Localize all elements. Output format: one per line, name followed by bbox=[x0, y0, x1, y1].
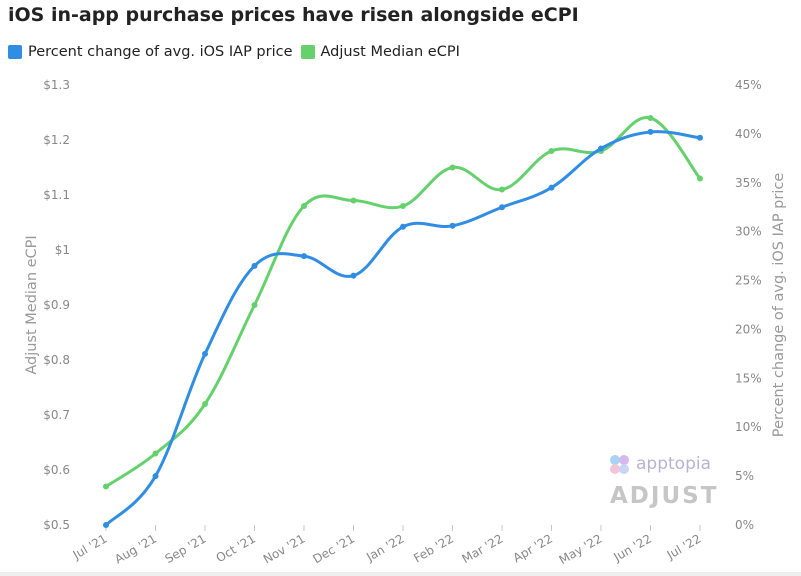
x-tick-label: Sep '21 bbox=[163, 531, 209, 566]
series-line-iap bbox=[104, 130, 702, 527]
x-tick-label: May '22 bbox=[557, 531, 605, 567]
y-left-tick-label: $1.1 bbox=[43, 188, 70, 202]
data-point-iap[interactable] bbox=[251, 262, 258, 269]
data-point-iap[interactable] bbox=[301, 253, 307, 260]
apptopia-logo: apptopia bbox=[608, 453, 711, 475]
x-tick-label: Oct '21 bbox=[214, 531, 258, 565]
legend-swatch-iap bbox=[8, 45, 22, 59]
legend-item-iap[interactable]: Percent change of avg. iOS IAP price bbox=[8, 44, 293, 60]
y-right-tick-label: 45% bbox=[735, 78, 762, 92]
data-point-iap[interactable] bbox=[499, 204, 505, 211]
y-right-tick-label: 30% bbox=[735, 225, 762, 239]
adjust-logo: ADJUST bbox=[610, 483, 719, 509]
data-point-iap[interactable] bbox=[598, 145, 604, 152]
y-right-tick-label: 0% bbox=[735, 518, 754, 532]
data-point-ecpi[interactable] bbox=[103, 483, 109, 490]
data-point-iap[interactable] bbox=[400, 223, 406, 230]
y-left-tick-label: $0.8 bbox=[43, 353, 70, 367]
x-tick-label: Jan '22 bbox=[363, 531, 406, 564]
legend: Percent change of avg. iOS IAP price Adj… bbox=[8, 44, 468, 60]
apptopia-logo-icon bbox=[610, 455, 629, 474]
x-tick-label: Dec '21 bbox=[311, 531, 357, 566]
series-ecpi-group bbox=[103, 115, 703, 490]
series-line-ecpi bbox=[104, 116, 702, 488]
y-left-tick-label: $1.3 bbox=[43, 78, 70, 92]
x-tick-label: Nov '21 bbox=[261, 531, 308, 566]
y-right-tick-label: 10% bbox=[735, 420, 762, 434]
data-point-ecpi[interactable] bbox=[152, 450, 159, 457]
data-point-iap[interactable] bbox=[152, 473, 159, 480]
data-point-iap[interactable] bbox=[350, 272, 357, 279]
data-point-iap[interactable] bbox=[103, 522, 109, 528]
y-right-tick-label: 25% bbox=[735, 274, 762, 288]
y-left-tick-label: $0.9 bbox=[43, 298, 70, 312]
x-tick-label: Apr '22 bbox=[511, 531, 555, 565]
y-left-tick-label: $0.6 bbox=[43, 463, 70, 477]
data-point-iap[interactable] bbox=[548, 184, 555, 191]
data-point-ecpi[interactable] bbox=[449, 164, 456, 171]
data-point-iap[interactable] bbox=[202, 350, 208, 357]
data-point-ecpi[interactable] bbox=[548, 148, 555, 154]
y-right-tick-label: 40% bbox=[735, 127, 762, 141]
data-point-iap[interactable] bbox=[697, 134, 703, 141]
data-point-ecpi[interactable] bbox=[202, 401, 208, 407]
y-left-tick-label: $1.2 bbox=[43, 133, 70, 147]
data-point-ecpi[interactable] bbox=[350, 197, 357, 204]
data-point-ecpi[interactable] bbox=[499, 186, 505, 193]
legend-item-ecpi[interactable]: Adjust Median eCPI bbox=[300, 44, 460, 60]
x-tick-label: Feb '22 bbox=[411, 531, 456, 565]
data-point-iap[interactable] bbox=[449, 222, 456, 229]
series-iap-group bbox=[103, 128, 703, 528]
data-point-iap[interactable] bbox=[647, 128, 654, 135]
data-point-ecpi[interactable] bbox=[301, 203, 307, 209]
y-left-axis-title: Adjust Median eCPI bbox=[24, 235, 40, 374]
y-left-tick-label: $1 bbox=[55, 243, 70, 257]
x-tick-label: Jun '22 bbox=[611, 531, 654, 564]
bottom-divider bbox=[0, 572, 801, 576]
y-left-tick-label: $0.7 bbox=[43, 408, 70, 422]
data-point-ecpi[interactable] bbox=[251, 302, 258, 308]
x-tick-label: Jul '22 bbox=[664, 531, 704, 562]
y-right-axis-title: Percent change of avg. iOS IAP price bbox=[771, 173, 787, 438]
y-right-tick-label: 5% bbox=[735, 469, 754, 483]
data-point-ecpi[interactable] bbox=[697, 175, 703, 182]
apptopia-logo-text: apptopia bbox=[636, 454, 711, 474]
x-tick-label: Mar '22 bbox=[460, 531, 506, 566]
y-right-tick-label: 15% bbox=[735, 371, 762, 385]
x-tick-label: Aug '21 bbox=[112, 531, 159, 566]
x-tick-label: Jul '21 bbox=[70, 531, 110, 562]
data-point-ecpi[interactable] bbox=[400, 203, 406, 209]
y-right-tick-label: 20% bbox=[735, 322, 762, 336]
data-point-ecpi[interactable] bbox=[647, 115, 654, 121]
chart-title: iOS in-app purchase prices have risen al… bbox=[8, 4, 579, 26]
legend-label-iap: Percent change of avg. iOS IAP price bbox=[28, 44, 293, 60]
y-left-tick-label: $0.5 bbox=[43, 518, 70, 532]
legend-label-ecpi: Adjust Median eCPI bbox=[320, 44, 460, 60]
legend-swatch-ecpi bbox=[300, 45, 315, 59]
y-right-tick-label: 35% bbox=[735, 176, 762, 190]
